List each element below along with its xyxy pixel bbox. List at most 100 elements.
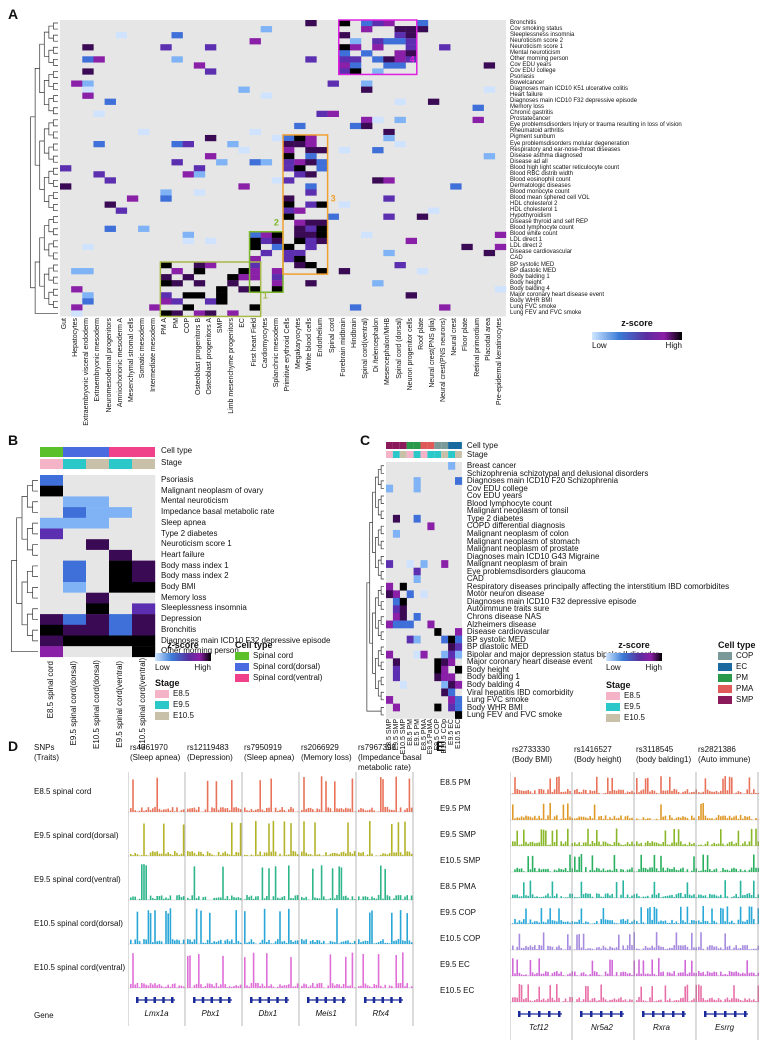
heatmap-cell (386, 560, 393, 568)
peak (711, 908, 713, 924)
peak (541, 829, 543, 846)
peak (654, 842, 656, 846)
peak (660, 972, 662, 976)
peak (545, 819, 547, 820)
peak (327, 899, 329, 900)
heatmap-cell (283, 153, 294, 159)
heatmap-cell (441, 666, 448, 674)
peak (327, 855, 329, 856)
heatmap-cell (441, 689, 448, 697)
peak (705, 816, 707, 820)
peak (753, 789, 755, 794)
peak (159, 941, 161, 944)
heatmap-cell (393, 598, 400, 606)
heatmap-cell (350, 38, 361, 44)
peak (352, 896, 354, 900)
peak (605, 894, 607, 898)
peak (132, 779, 134, 812)
heatmap-cell (109, 603, 132, 614)
peak (552, 831, 554, 846)
snp-trait: (Body BMI) (512, 756, 552, 764)
heatmap-cell (250, 232, 261, 238)
peak (718, 844, 720, 846)
peak (365, 941, 367, 944)
heatmap-cell (339, 44, 350, 50)
peak (592, 897, 594, 898)
peak (538, 922, 540, 924)
heatmap-cell (132, 582, 155, 593)
peak (255, 983, 257, 988)
heatmap-cell (138, 129, 149, 135)
peak (744, 945, 746, 950)
peak (218, 852, 220, 856)
peak (713, 819, 715, 820)
peak (259, 780, 261, 812)
track-label: E8.5 PM (440, 779, 471, 787)
peak (751, 868, 753, 872)
peak (647, 841, 649, 846)
legend-title: z-score (606, 640, 662, 650)
peak (229, 899, 231, 900)
peak (707, 897, 709, 898)
peak (647, 896, 649, 898)
peak (713, 869, 715, 872)
peak (552, 973, 554, 976)
heatmap-cell (448, 673, 455, 681)
heatmap-cell (316, 159, 327, 165)
heatmap-cell (283, 195, 294, 201)
heatmap-cell (194, 189, 205, 195)
peak (406, 895, 408, 900)
peak (629, 869, 631, 872)
heatmap-cell (63, 636, 86, 647)
peak (735, 816, 737, 820)
peak (753, 919, 755, 924)
peak (334, 985, 336, 988)
heatmap-cell (194, 280, 205, 286)
peak (729, 946, 731, 950)
peak (246, 943, 248, 944)
gene-name: Meis1 (316, 1010, 337, 1018)
peak (709, 894, 711, 898)
peak (600, 897, 602, 898)
peak (270, 943, 272, 944)
peak (724, 999, 726, 1002)
peak (227, 854, 229, 856)
peak (176, 807, 178, 812)
stage-legend-label: E8.5 (173, 689, 189, 698)
peak (532, 894, 534, 898)
exon (364, 997, 367, 1003)
peak (290, 807, 292, 812)
peak (275, 941, 277, 944)
peak (547, 869, 549, 872)
track-label: E9.5 EC (440, 961, 470, 969)
peak (558, 974, 560, 976)
heatmap-cell (172, 141, 183, 147)
heatmap-cell (82, 44, 93, 50)
snp-id: rs2066929 (301, 744, 339, 752)
peak (141, 864, 143, 900)
row-label: Heart failure (161, 551, 205, 559)
peak (262, 984, 264, 988)
peak (369, 821, 371, 856)
peak (227, 808, 229, 812)
peak (532, 922, 534, 924)
peak (275, 852, 277, 856)
peak (585, 790, 587, 794)
peak (592, 855, 594, 872)
peak (132, 855, 134, 856)
heatmap-cell (434, 704, 441, 712)
peak (713, 921, 715, 924)
peak (589, 974, 591, 976)
peak (589, 870, 591, 872)
peak (277, 811, 279, 812)
peak (607, 920, 609, 924)
gene-name: Lmx1a (145, 1010, 169, 1018)
peak (341, 852, 343, 856)
peak (233, 897, 235, 900)
heatmap-cell (250, 262, 261, 268)
stage-bar-cell (441, 451, 448, 458)
peak (235, 852, 237, 856)
peak (347, 898, 349, 900)
exon (744, 1011, 747, 1017)
peak (687, 845, 689, 846)
